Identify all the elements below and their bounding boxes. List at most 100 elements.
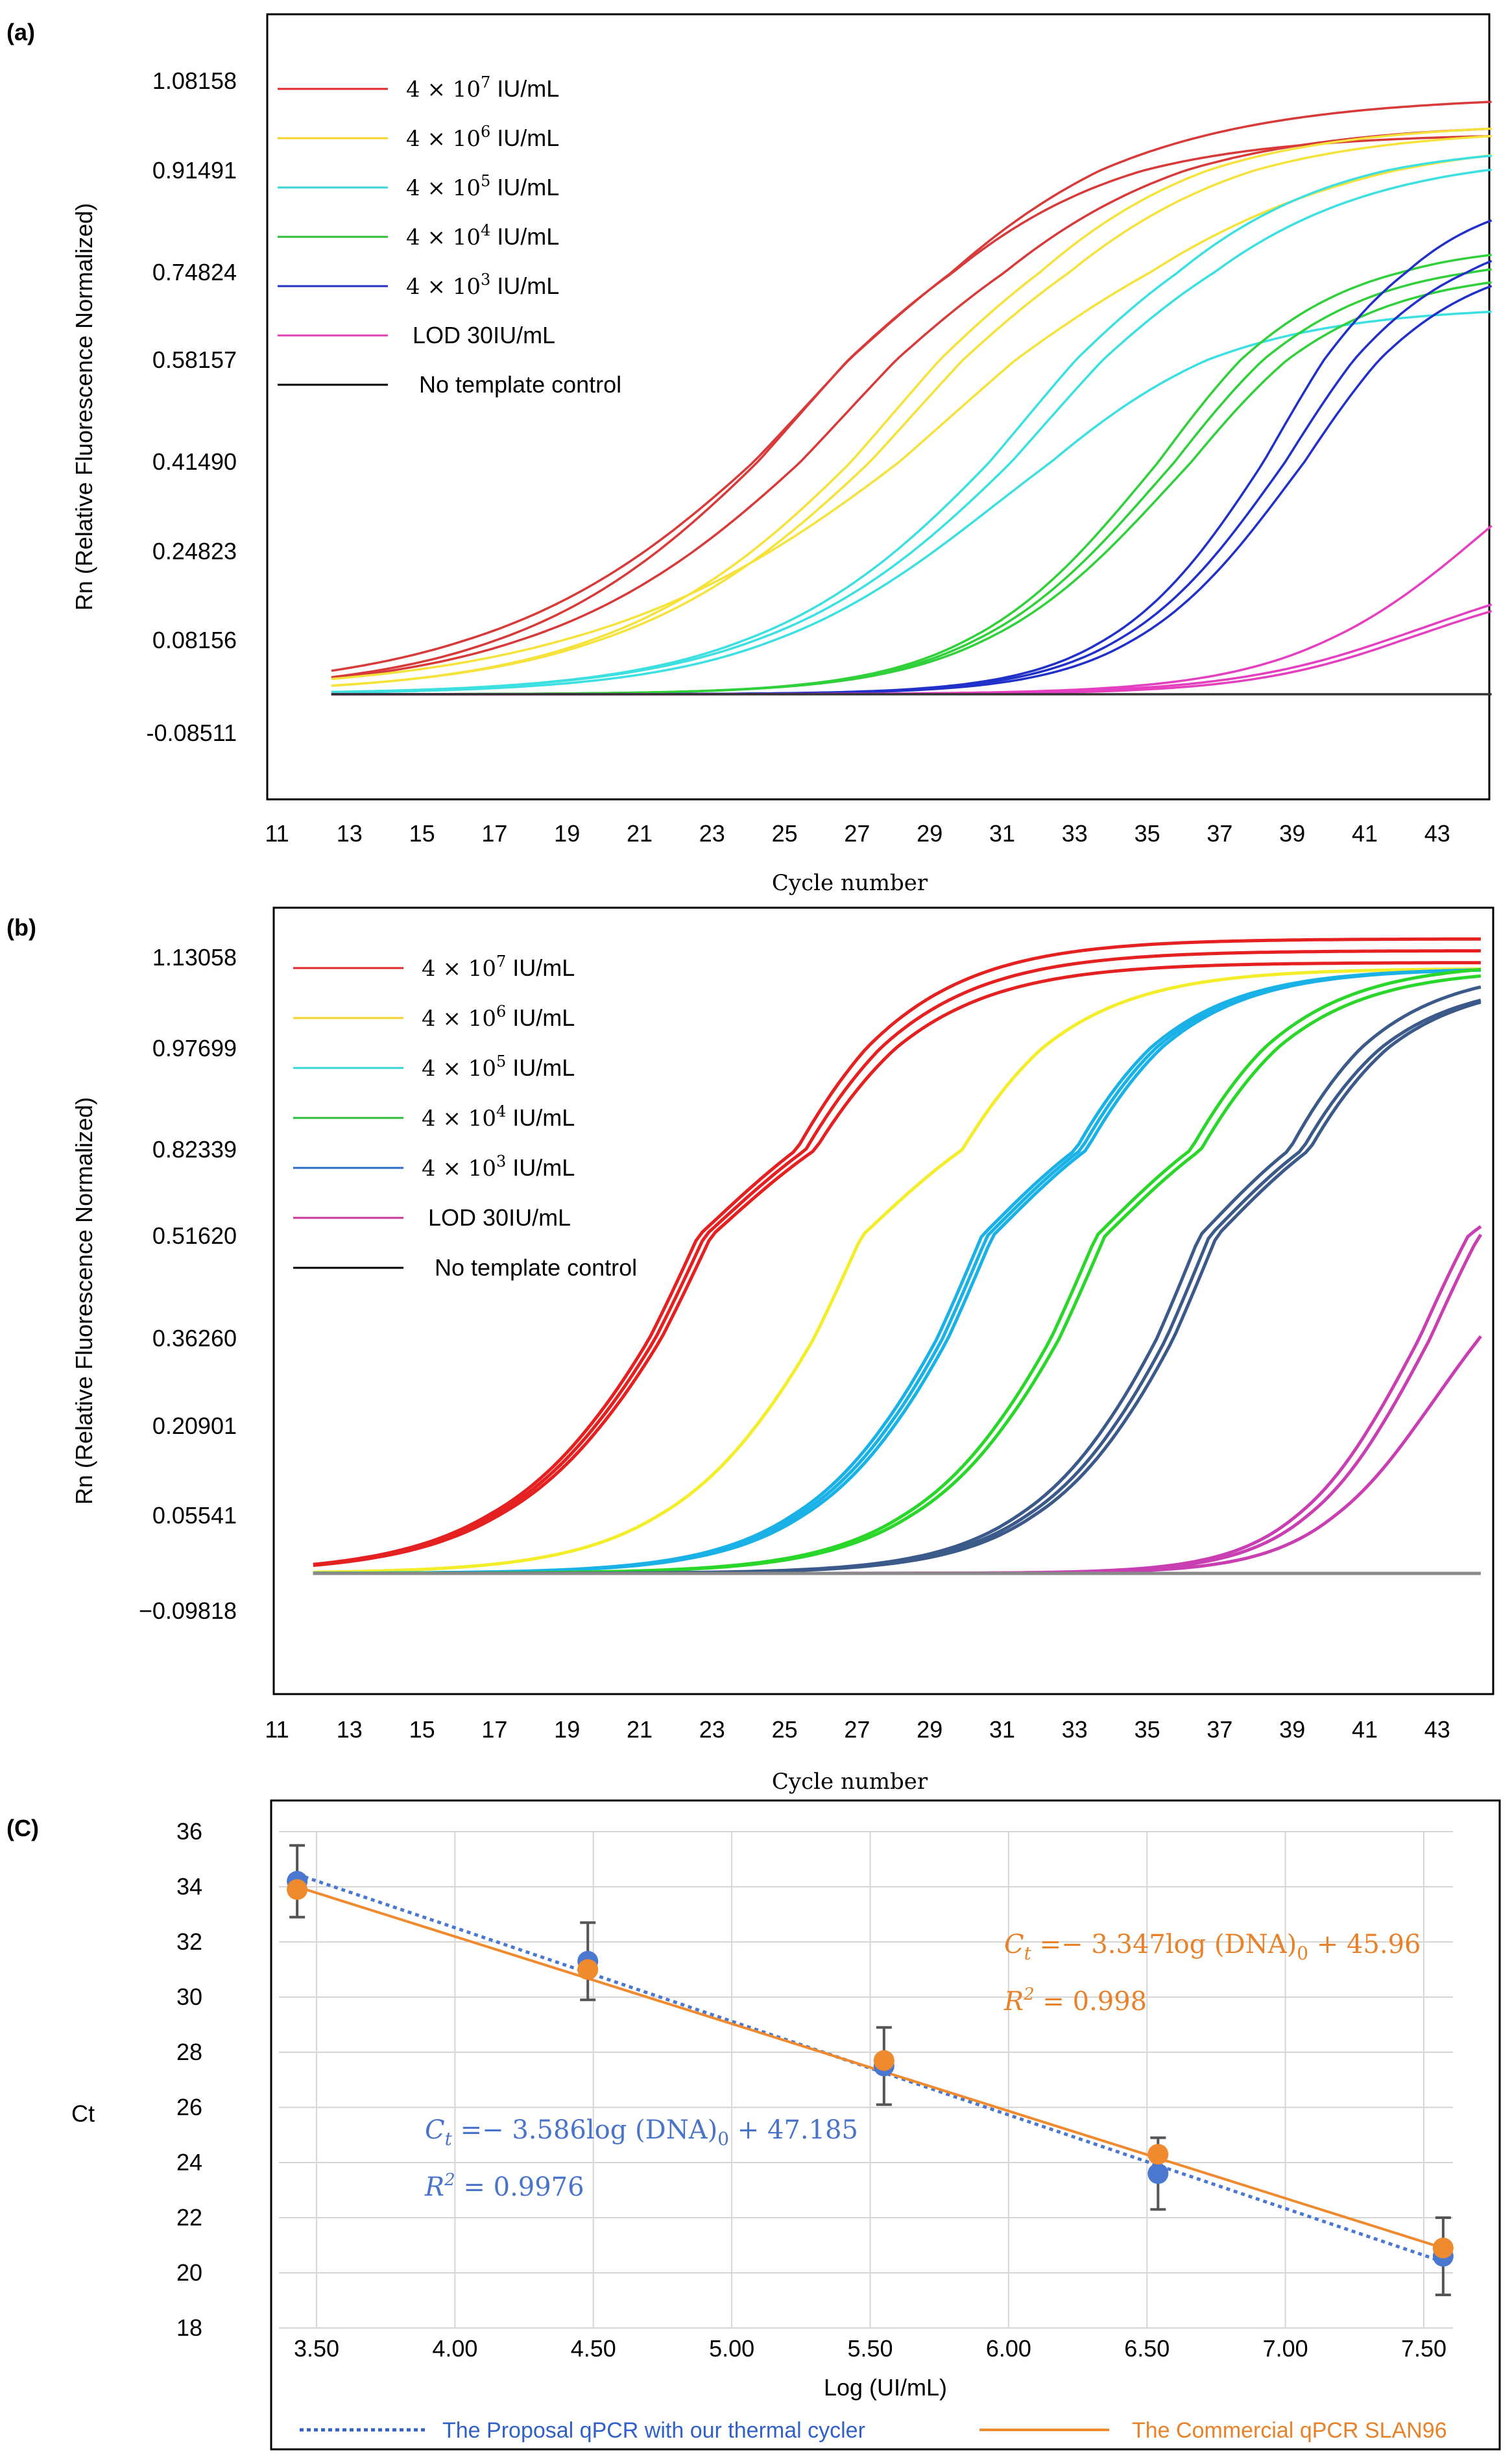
data-point-commercial xyxy=(1432,2237,1454,2259)
plot-frame-c xyxy=(270,1799,1501,2451)
curves-a xyxy=(331,101,1493,696)
x-tick-label: 27 xyxy=(844,1716,870,1743)
commercial-equation: Ct =− 3.347log (DNA)0 + 45.96 xyxy=(1004,1930,1421,1964)
x-tick-label: 39 xyxy=(1279,820,1305,847)
y-tick-label: 34 xyxy=(176,1873,202,1900)
x-tick-label: 13 xyxy=(337,820,363,847)
x-tick-label: 31 xyxy=(989,1716,1015,1743)
y-tick-label: 24 xyxy=(176,2149,202,2176)
legend-label-proposal: The Proposal qPCR with our thermal cycle… xyxy=(442,2418,865,2443)
y-tick-label: 0.36260 xyxy=(152,1325,237,1352)
x-tick-label: 23 xyxy=(699,820,725,847)
legend-label: 4 × 105 IU/mL xyxy=(422,1052,575,1082)
y-axis-title: Ct xyxy=(71,2100,95,2127)
panel-a: (a) 1.08158 0.91491 0.74824 0.58157 0.41490 0.… xyxy=(6,13,1493,896)
x-tick-label: 5.00 xyxy=(709,2335,754,2362)
series-line-4e6 xyxy=(331,134,1492,687)
series-line-4e6 xyxy=(331,127,1492,687)
legend-label: 4 × 103 IU/mL xyxy=(422,1152,575,1182)
legend-label: No template control xyxy=(435,1254,637,1281)
proposal-equation: Ct =− 3.586log (DNA)0 + 47.185 xyxy=(425,2115,858,2150)
legend-label: No template control xyxy=(419,371,621,398)
y-tick-label: 32 xyxy=(176,1928,202,1955)
legend-label: 4 × 104 IU/mL xyxy=(422,1102,575,1132)
x-tick-label: 33 xyxy=(1062,820,1088,847)
panel-b: (b) 1.13058 0.97699 0.82339 0.51620 0.36260 0.… xyxy=(6,906,1494,1795)
y-tick-label: 1.08158 xyxy=(152,67,237,94)
y-tick-label: 0.41490 xyxy=(152,448,237,475)
series-line-4e6 xyxy=(313,967,1481,1574)
x-tick-label: 6.00 xyxy=(986,2335,1031,2362)
x-tick-label: 4.00 xyxy=(432,2335,477,2362)
x-tick-label: 6.50 xyxy=(1124,2335,1170,2362)
x-tick-label: 41 xyxy=(1352,820,1378,847)
series-line-4e7 xyxy=(313,937,1481,1566)
y-tick-label: 0.20901 xyxy=(152,1412,237,1439)
y-tick-label: 0.82339 xyxy=(152,1136,237,1163)
y-tick-label: 18 xyxy=(176,2314,202,2341)
x-tick-label: 43 xyxy=(1424,1716,1450,1743)
x-tick-label: 4.50 xyxy=(571,2335,616,2362)
x-axis-title: Cycle number xyxy=(772,870,928,896)
x-tick-label: 27 xyxy=(844,820,870,847)
data-point-commercial xyxy=(873,2050,894,2071)
series-line-4e7 xyxy=(313,949,1481,1567)
y-tick-label: 1.13058 xyxy=(152,944,237,971)
panel-label-c: (C) xyxy=(6,1815,39,1841)
series-line-4e7 xyxy=(331,127,1492,680)
x-tick-label: 37 xyxy=(1206,1716,1232,1743)
x-tick-label: 39 xyxy=(1279,1716,1305,1743)
grid-c xyxy=(279,1831,1453,2329)
panel-c: (C) 36 34 32 30 28 26 24 22 20 18 3.50 4.00 4.50 5.00 5… xyxy=(6,1799,1501,2451)
data-point-commercial xyxy=(577,1959,599,1980)
y-tick-label: 0.51620 xyxy=(152,1222,237,1249)
legend-label: 4 × 105 IU/mL xyxy=(406,172,559,201)
legend-label: LOD 30IU/mL xyxy=(428,1204,571,1231)
x-tick-label: 15 xyxy=(409,1716,435,1743)
x-tick-label: 17 xyxy=(481,1716,507,1743)
panel-label-a: (a) xyxy=(6,19,35,45)
proposal-r2: R2 = 0.9976 xyxy=(424,2170,584,2202)
legend-a: 4 × 107 IU/mL 4 × 106 IU/mL 4 × 105 IU/mL 4… xyxy=(278,73,621,398)
y-tick-label: 0.05541 xyxy=(152,1502,237,1529)
x-tick-label: 7.00 xyxy=(1263,2335,1308,2362)
series-line-4e5 xyxy=(331,168,1492,694)
x-axis-title: Log (UI/mL) xyxy=(824,2374,947,2401)
x-tick-label: 21 xyxy=(627,820,653,847)
panel-label-b: (b) xyxy=(6,914,36,941)
x-tick-label: 31 xyxy=(989,820,1015,847)
y-tick-label: 0.58157 xyxy=(152,346,237,373)
y-tick-label: -0.08511 xyxy=(147,720,237,746)
data-point-proposal xyxy=(1147,2163,1169,2184)
x-tick-label: 5.50 xyxy=(847,2335,893,2362)
y-tick-label: 28 xyxy=(176,2039,202,2065)
x-tick-label: 35 xyxy=(1134,1716,1160,1743)
x-tick-label: 29 xyxy=(917,1716,942,1743)
x-tick-label: 29 xyxy=(917,820,942,847)
data-point-commercial xyxy=(1147,2144,1169,2165)
y-axis-title: Rn (Relative Fluorescence Normalized) xyxy=(71,1097,97,1505)
x-tick-label: 43 xyxy=(1424,820,1450,847)
y-tick-label: 0.74824 xyxy=(152,259,237,285)
x-tick-label: 11 xyxy=(265,1716,289,1743)
x-tick-label: 37 xyxy=(1206,820,1232,847)
y-tick-label: 0.08156 xyxy=(152,627,237,653)
x-tick-label: 23 xyxy=(699,1716,725,1743)
x-tick-label: 19 xyxy=(554,820,580,847)
x-tick-label: 19 xyxy=(554,1716,580,1743)
legend-label-commercial: The Commercial qPCR SLAN96 xyxy=(1132,2418,1447,2443)
legend-label: 4 × 107 IU/mL xyxy=(422,952,575,982)
y-tick-label: 0.91491 xyxy=(152,157,237,184)
fit-line-commercial xyxy=(296,1885,1444,2249)
series-line-4e7 xyxy=(313,961,1481,1568)
legend-label: 4 × 104 IU/mL xyxy=(406,221,559,250)
series-line-4e7 xyxy=(331,101,1492,672)
y-tick-label: 30 xyxy=(176,1983,202,2010)
y-tick-label: 26 xyxy=(176,2094,202,2120)
y-tick-label: 0.97699 xyxy=(152,1035,237,1061)
legend-b: 4 × 107 IU/mL 4 × 106 IU/mL 4 × 105 IU/mL 4… xyxy=(293,952,637,1281)
legend-label: LOD 30IU/mL xyxy=(413,322,555,348)
y-tick-label: 20 xyxy=(176,2259,202,2286)
x-tick-label: 3.50 xyxy=(294,2335,339,2362)
